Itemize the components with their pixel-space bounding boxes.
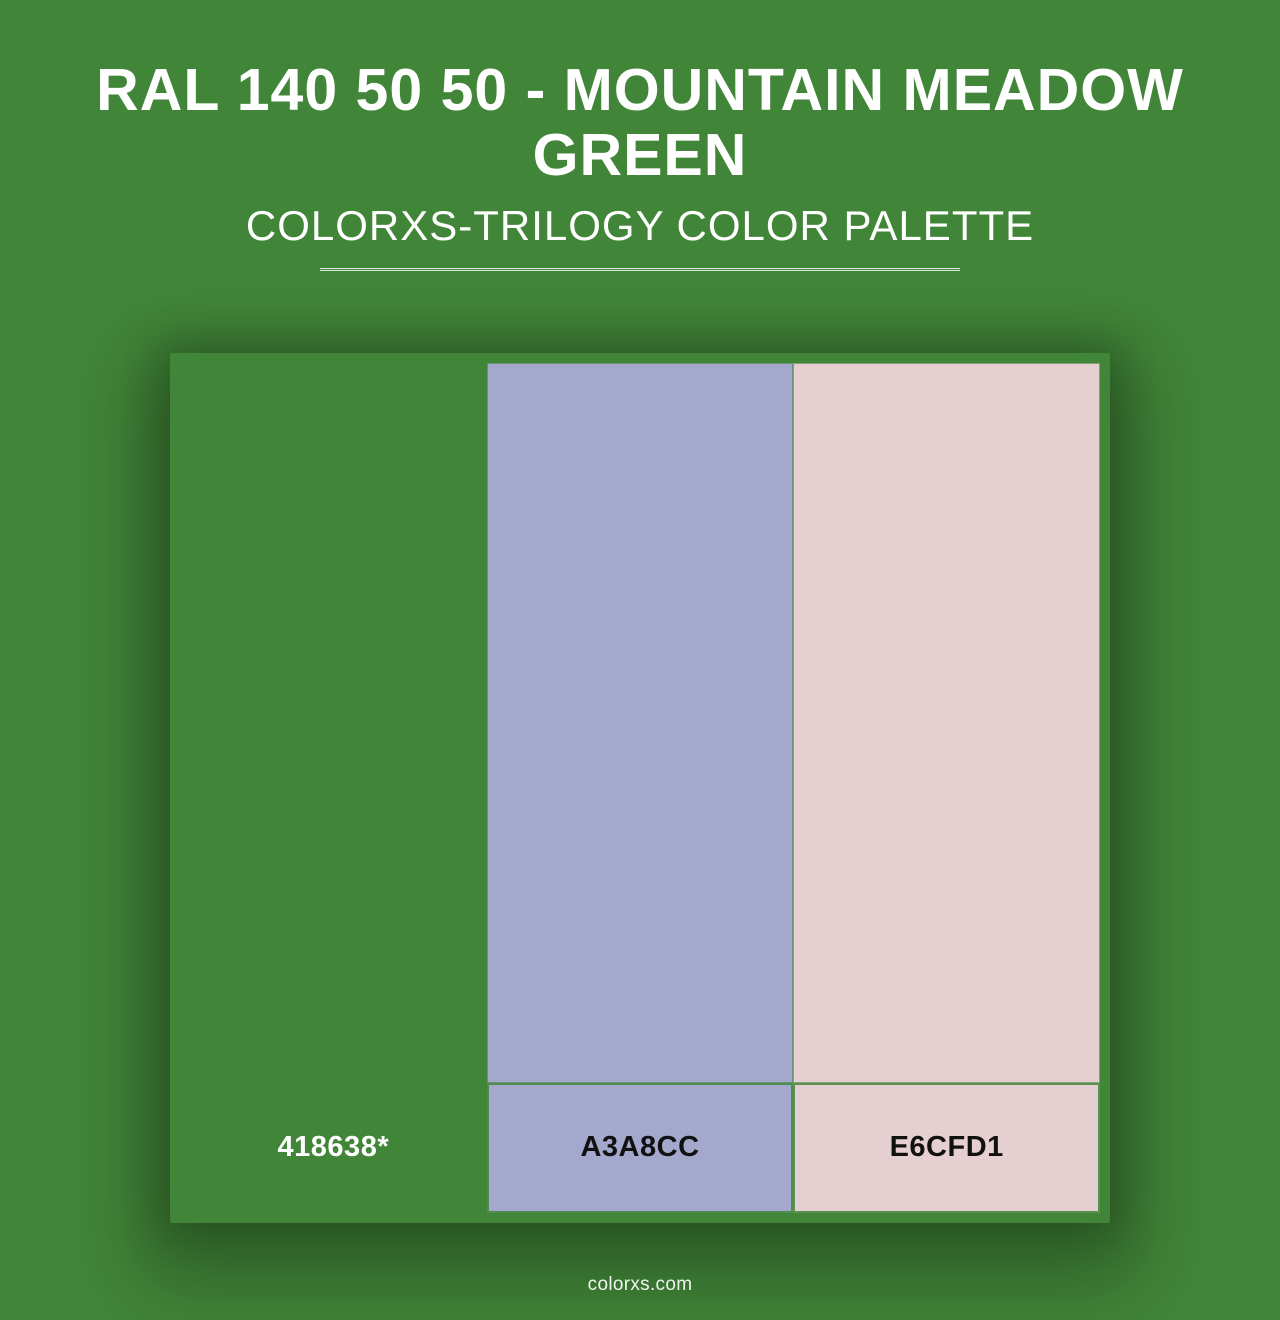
footer-attribution: colorxs.com: [0, 1274, 1280, 1296]
label-cell-1: 418638*: [180, 1083, 487, 1213]
swatch-row: [180, 363, 1100, 1083]
swatch-3: [793, 363, 1100, 1083]
swatch-hex-label: 418638*: [278, 1131, 390, 1164]
palette-page: RAL 140 50 50 - MOUNTAIN MEADOW GREEN CO…: [0, 0, 1280, 1320]
label-cell-2: A3A8CC: [487, 1083, 794, 1213]
swatch-2: [487, 363, 794, 1083]
label-row: 418638* A3A8CC E6CFD1: [180, 1083, 1100, 1213]
swatch-hex-label: E6CFD1: [890, 1131, 1004, 1164]
page-title: RAL 140 50 50 - MOUNTAIN MEADOW GREEN: [0, 58, 1280, 188]
header-divider: [320, 268, 960, 271]
palette-card: 418638* A3A8CC E6CFD1: [180, 363, 1100, 1213]
swatch-hex-label: A3A8CC: [580, 1131, 699, 1164]
page-subtitle: COLORXS-TRILOGY COLOR PALETTE: [246, 202, 1034, 250]
swatch-1: [180, 363, 487, 1083]
label-cell-3: E6CFD1: [793, 1083, 1100, 1213]
